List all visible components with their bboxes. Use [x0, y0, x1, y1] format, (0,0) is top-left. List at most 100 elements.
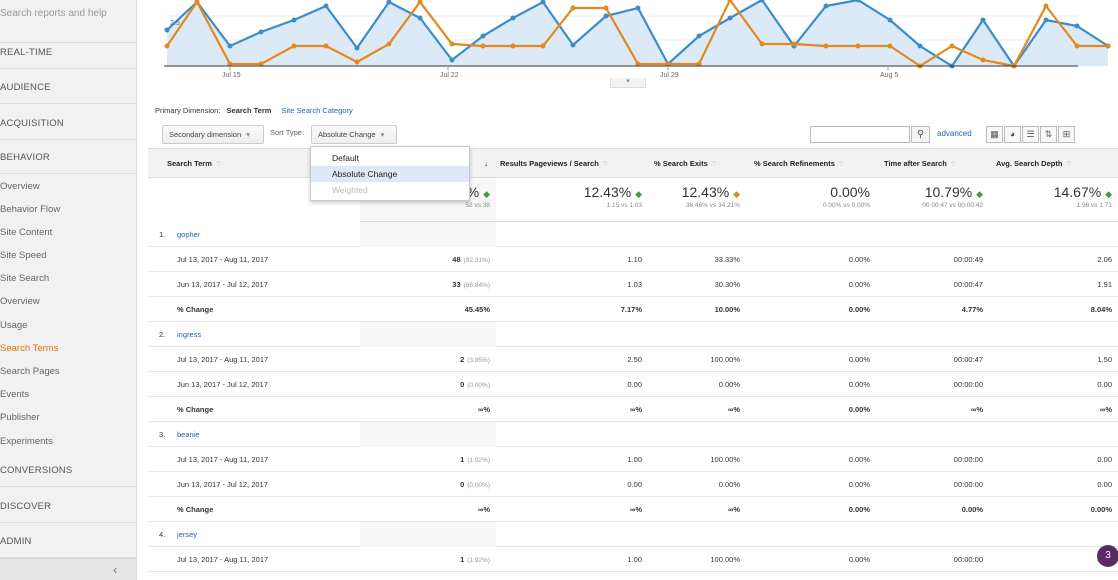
data-point[interactable]: [387, 42, 392, 47]
table-view-icon[interactable]: ▦: [986, 126, 1003, 143]
data-point[interactable]: [165, 28, 170, 33]
data-point[interactable]: [1075, 24, 1080, 29]
header-results-pageviews[interactable]: Results Pageviews / Search?: [496, 148, 648, 178]
data-point[interactable]: [824, 4, 829, 9]
header-search-depth[interactable]: Avg. Search Depth?: [989, 148, 1118, 178]
header-time-after-search[interactable]: Time after Search?: [876, 148, 989, 178]
search-term-link[interactable]: beanie: [177, 422, 357, 447]
sidebar-search[interactable]: Search reports and help: [0, 8, 137, 19]
data-point[interactable]: [604, 14, 609, 19]
data-point[interactable]: [481, 34, 486, 39]
performance-view-icon[interactable]: ☰: [1022, 126, 1039, 143]
help-icon[interactable]: ?: [712, 159, 716, 168]
y-tick-label: 2.5: [170, 20, 180, 27]
help-icon[interactable]: ?: [839, 159, 843, 168]
help-icon[interactable]: ?: [603, 159, 607, 168]
sidebar-item[interactable]: Behavior Flow: [0, 204, 60, 215]
data-point[interactable]: [636, 6, 641, 11]
data-point[interactable]: [259, 30, 264, 35]
secondary-dimension-button[interactable]: Secondary dimension ▾: [162, 125, 264, 144]
data-point[interactable]: [450, 42, 455, 47]
data-point[interactable]: [324, 44, 329, 49]
cell-c2: ∞%: [496, 497, 648, 522]
pivot-view-icon[interactable]: ⊞: [1058, 126, 1075, 143]
data-point[interactable]: [918, 44, 923, 49]
sidebar-item[interactable]: Site Speed: [0, 250, 46, 261]
sidebar-item[interactable]: Usage: [0, 320, 27, 331]
header-search-refinements[interactable]: % Search Refinements?: [746, 148, 876, 178]
sidebar-item[interactable]: Publisher: [0, 412, 40, 423]
chart-collapse-toggle[interactable]: ▾: [610, 78, 646, 88]
data-point[interactable]: [856, 44, 861, 49]
table-search-input[interactable]: [810, 126, 910, 143]
data-point[interactable]: [697, 34, 702, 39]
search-term-link[interactable]: ingress: [177, 322, 357, 347]
sidebar-item[interactable]: CONVERSIONS: [0, 465, 72, 476]
search-term-link[interactable]: jersey: [177, 522, 357, 547]
data-point[interactable]: [355, 46, 360, 51]
sort-type-select[interactable]: Absolute Change ▾: [311, 125, 397, 144]
sort-type-value: Absolute Change: [318, 130, 376, 139]
cell-c1: ∞%: [360, 497, 496, 522]
data-point[interactable]: [888, 44, 893, 49]
notification-badge[interactable]: 3: [1097, 545, 1118, 567]
data-point[interactable]: [541, 44, 546, 49]
data-point[interactable]: [792, 42, 797, 47]
sidebar-item[interactable]: DISCOVER: [0, 501, 51, 512]
data-point[interactable]: [165, 44, 170, 49]
pie-view-icon[interactable]: ◕: [1004, 126, 1021, 143]
help-icon[interactable]: ?: [216, 159, 220, 168]
chevron-left-icon[interactable]: ‹: [113, 562, 117, 577]
sidebar-item[interactable]: Search Terms: [0, 343, 58, 354]
cell-c4: 0.00%: [746, 347, 876, 372]
data-point[interactable]: [728, 16, 733, 21]
data-point[interactable]: [511, 44, 516, 49]
data-point[interactable]: [981, 18, 986, 23]
sort-option-absolute-change[interactable]: Absolute Change: [311, 166, 469, 182]
site-search-category-link[interactable]: Site Search Category: [282, 106, 353, 115]
search-term-link[interactable]: gopher: [177, 222, 357, 247]
sidebar-item[interactable]: Site Search: [0, 273, 49, 284]
data-point[interactable]: [888, 18, 893, 23]
sidebar-item[interactable]: Search Pages: [0, 366, 60, 377]
data-point[interactable]: [228, 44, 233, 49]
data-point[interactable]: [355, 60, 360, 65]
data-point[interactable]: [604, 6, 609, 11]
header-search-exits-label: % Search Exits: [654, 159, 708, 168]
sidebar-item[interactable]: Experiments: [0, 436, 53, 447]
sidebar-collapse[interactable]: ‹: [0, 558, 137, 580]
help-icon[interactable]: ?: [951, 159, 955, 168]
comparison-view-icon[interactable]: ⇅: [1040, 126, 1057, 143]
data-point[interactable]: [1044, 4, 1049, 9]
help-icon[interactable]: ?: [1066, 159, 1070, 168]
sidebar-item[interactable]: Overview: [0, 296, 40, 307]
sidebar-item[interactable]: REAL-TIME: [0, 47, 52, 58]
data-point[interactable]: [760, 42, 765, 47]
sidebar-item[interactable]: Site Content: [0, 227, 52, 238]
data-point[interactable]: [481, 44, 486, 49]
data-point[interactable]: [1044, 18, 1049, 23]
sidebar-item[interactable]: AUDIENCE: [0, 82, 51, 93]
header-search-exits[interactable]: % Search Exits?: [648, 148, 746, 178]
data-point[interactable]: [511, 16, 516, 21]
data-point[interactable]: [571, 43, 576, 48]
sidebar-item[interactable]: BEHAVIOR: [0, 152, 50, 163]
data-point[interactable]: [292, 44, 297, 49]
sidebar-item[interactable]: ADMIN: [0, 536, 32, 547]
data-point[interactable]: [1106, 44, 1111, 49]
sidebar-item[interactable]: Overview: [0, 181, 40, 192]
sidebar-item[interactable]: Events: [0, 389, 29, 400]
summary-results-pageviews: 12.43% ◆ 1.15 vs 1.03: [496, 178, 648, 222]
search-icon[interactable]: ⚲: [911, 126, 930, 143]
advanced-filter-link[interactable]: advanced: [937, 129, 972, 138]
data-point[interactable]: [950, 44, 955, 49]
data-point[interactable]: [418, 16, 423, 21]
data-point[interactable]: [1075, 44, 1080, 49]
data-point[interactable]: [981, 58, 986, 63]
data-point[interactable]: [292, 18, 297, 23]
data-point[interactable]: [571, 6, 576, 11]
data-point[interactable]: [824, 44, 829, 49]
data-point[interactable]: [324, 4, 329, 9]
data-point[interactable]: [450, 58, 455, 63]
sort-option-default[interactable]: Default: [311, 150, 469, 166]
